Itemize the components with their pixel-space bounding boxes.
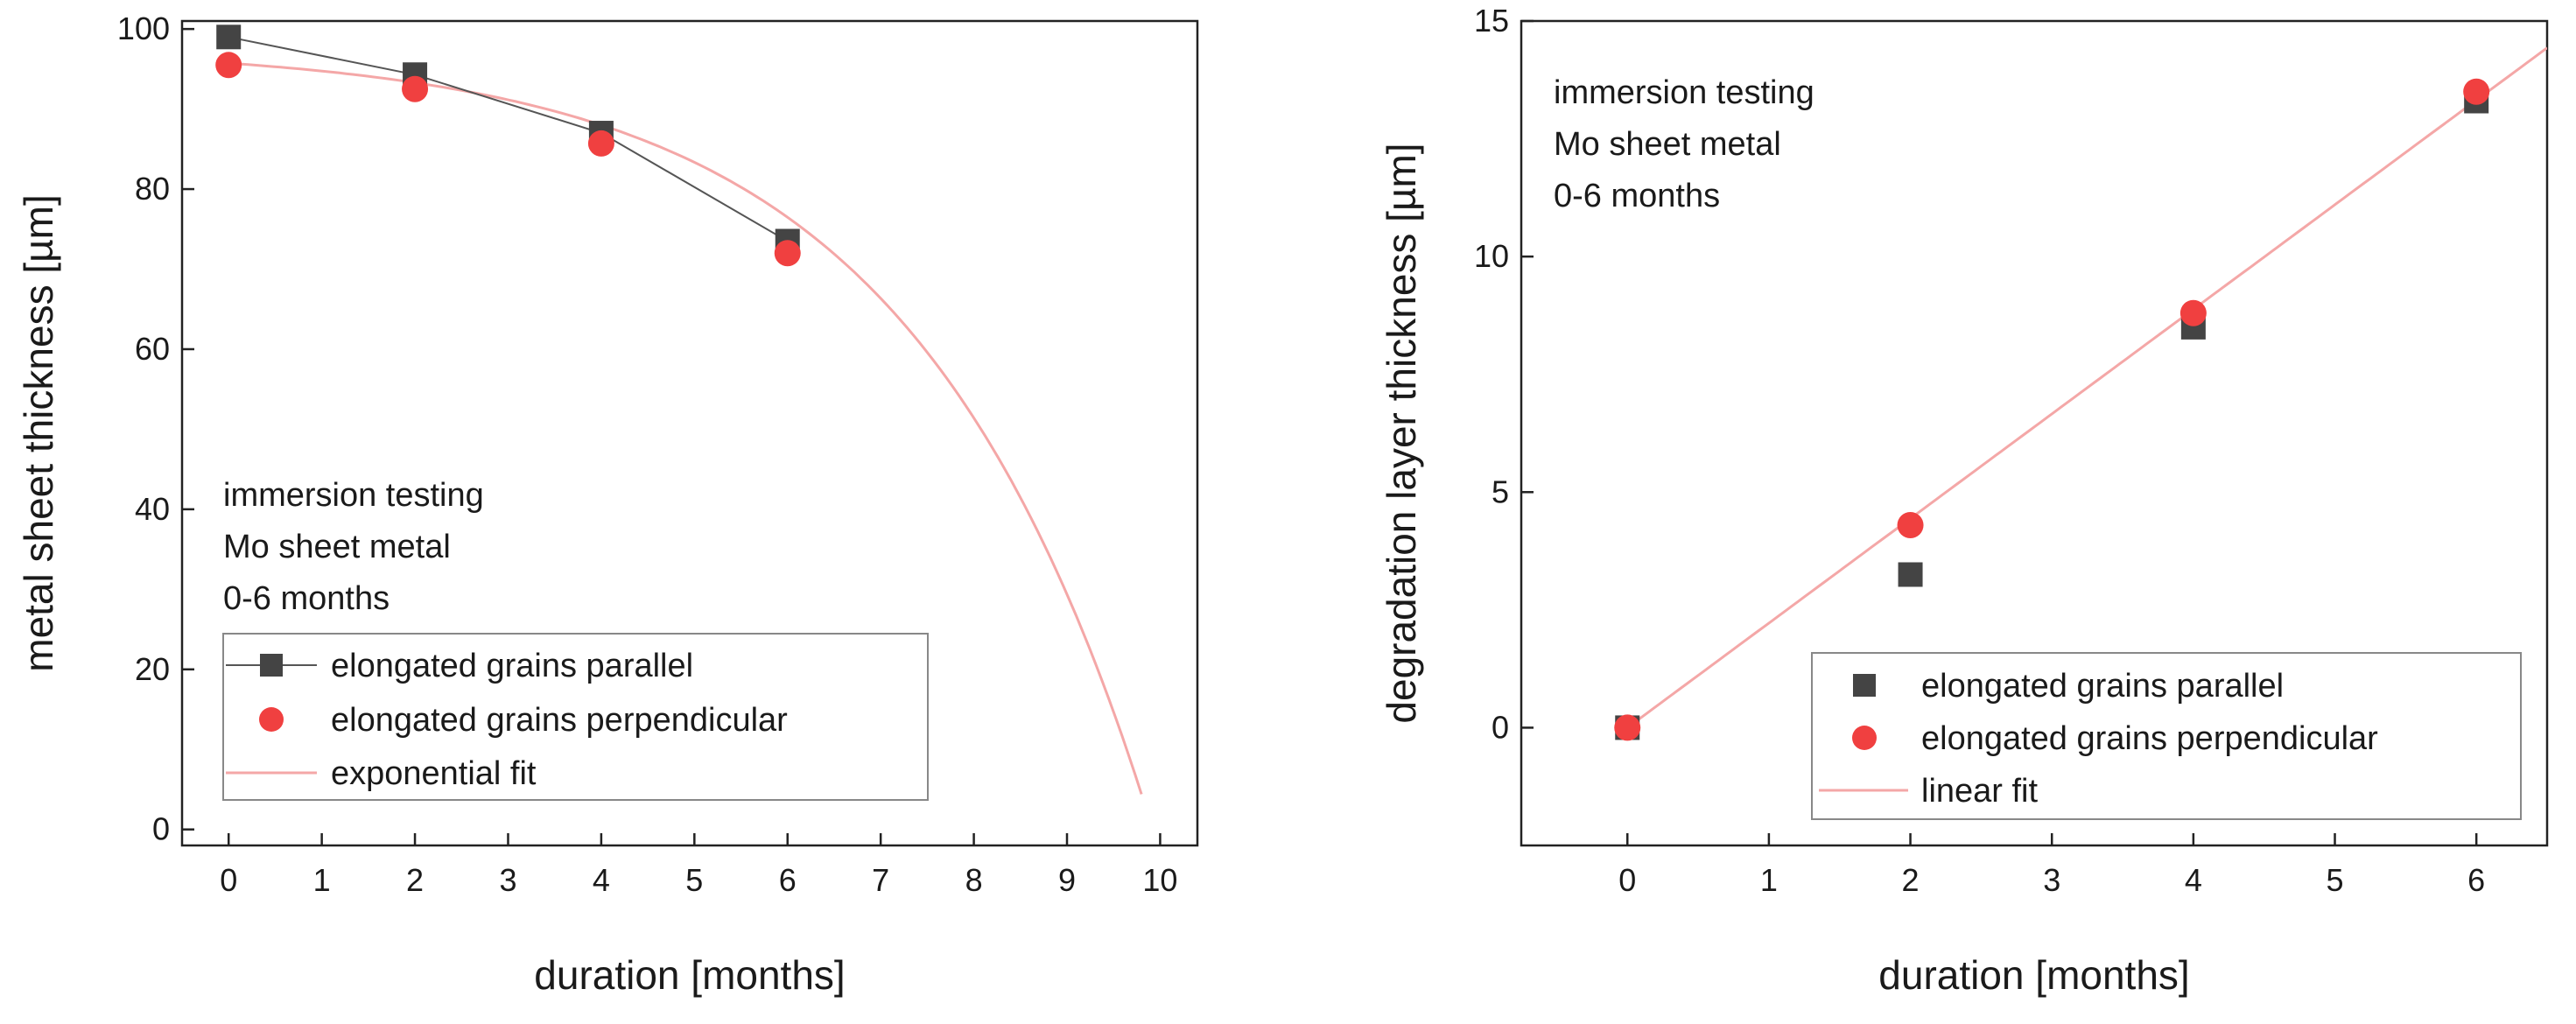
plot-frame (1520, 19, 2549, 847)
annotation-line: Mo sheet metal (1554, 126, 1781, 163)
plot-frame (180, 19, 1199, 847)
data-point-perpendicular (1614, 714, 1641, 741)
x-tick-label: 9 (1058, 862, 1076, 898)
x-tick-label: 0 (1618, 862, 1636, 898)
data-point-perpendicular (2463, 78, 2490, 105)
x-tick-label: 2 (406, 862, 424, 898)
legend-label: exponential fit (331, 755, 537, 792)
x-tick-label: 1 (1760, 862, 1778, 898)
chart-degradation-layer-thickness: 0 1 2 3 4 5 6 0 5 10 15 duration [months] degradatio… (1379, 3, 2549, 998)
y-tick-label: 0 (152, 811, 170, 847)
data-point-perpendicular (215, 52, 242, 79)
annotation-line: Mo sheet metal (223, 529, 451, 565)
annotation-line: immersion testing (223, 477, 484, 514)
x-tick-label: 6 (779, 862, 797, 898)
legend-symbol-perpendicular (1852, 726, 1877, 750)
x-axis-title: duration [months] (1878, 952, 2189, 998)
y-tick-label: 100 (117, 11, 170, 46)
y-tick-label: 40 (135, 491, 170, 527)
legend-symbol-parallel (260, 654, 283, 677)
y-tick-label: 80 (135, 171, 170, 207)
data-point-perpendicular (587, 130, 614, 157)
y-tick-label: 15 (1474, 3, 1509, 39)
x-tick-label: 10 (1142, 862, 1177, 898)
legend-symbol-parallel (1853, 674, 1876, 697)
x-tick-label: 3 (499, 862, 516, 898)
data-point-parallel (1898, 562, 1923, 587)
x-tick-label: 4 (593, 862, 610, 898)
fit-curve (228, 61, 1143, 795)
x-tick-label: 2 (1902, 862, 1920, 898)
legend-label: elongated grains parallel (1921, 668, 2284, 705)
x-tick-label: 0 (220, 862, 237, 898)
y-tick-label: 5 (1492, 473, 1509, 509)
legend-label: elongated grains parallel (331, 648, 693, 684)
x-tick-label: 1 (313, 862, 331, 898)
annotation-line: immersion testing (1554, 74, 1814, 111)
data-point-perpendicular (774, 240, 801, 267)
x-tick-label: 6 (2467, 862, 2485, 898)
annotation-line: 0-6 months (223, 580, 390, 617)
legend-symbol-perpendicular (259, 707, 284, 732)
annotation-line: 0-6 months (1554, 178, 1720, 214)
data-point-perpendicular (1897, 511, 1924, 538)
x-tick-label: 4 (2185, 862, 2202, 898)
x-axis-title: duration [months] (534, 952, 845, 998)
legend-label: linear fit (1921, 773, 2038, 810)
legend-label: elongated grains perpendicular (331, 702, 788, 739)
data-point-parallel (216, 25, 242, 50)
data-point-perpendicular (402, 75, 429, 102)
x-tick-label: 5 (2327, 862, 2344, 898)
y-tick-label: 20 (135, 651, 170, 687)
data-point-perpendicular (2179, 299, 2207, 326)
legend-label: elongated grains perpendicular (1921, 720, 2378, 757)
x-tick-label: 5 (685, 862, 703, 898)
series-connecting-line (228, 36, 789, 242)
legend-box (222, 633, 929, 801)
x-tick-label: 3 (2043, 862, 2060, 898)
legend-box (1811, 652, 2522, 820)
fit-curve (1626, 46, 2547, 729)
y-axis-title: metal sheet thickness [µm] (16, 194, 61, 672)
y-axis-title: degradation layer thickness [µm] (1379, 143, 1424, 723)
y-tick-label: 0 (1492, 709, 1509, 745)
y-tick-label: 60 (135, 331, 170, 367)
x-tick-label: 8 (965, 862, 983, 898)
x-tick-label: 7 (872, 862, 889, 898)
y-tick-label: 10 (1474, 238, 1509, 274)
